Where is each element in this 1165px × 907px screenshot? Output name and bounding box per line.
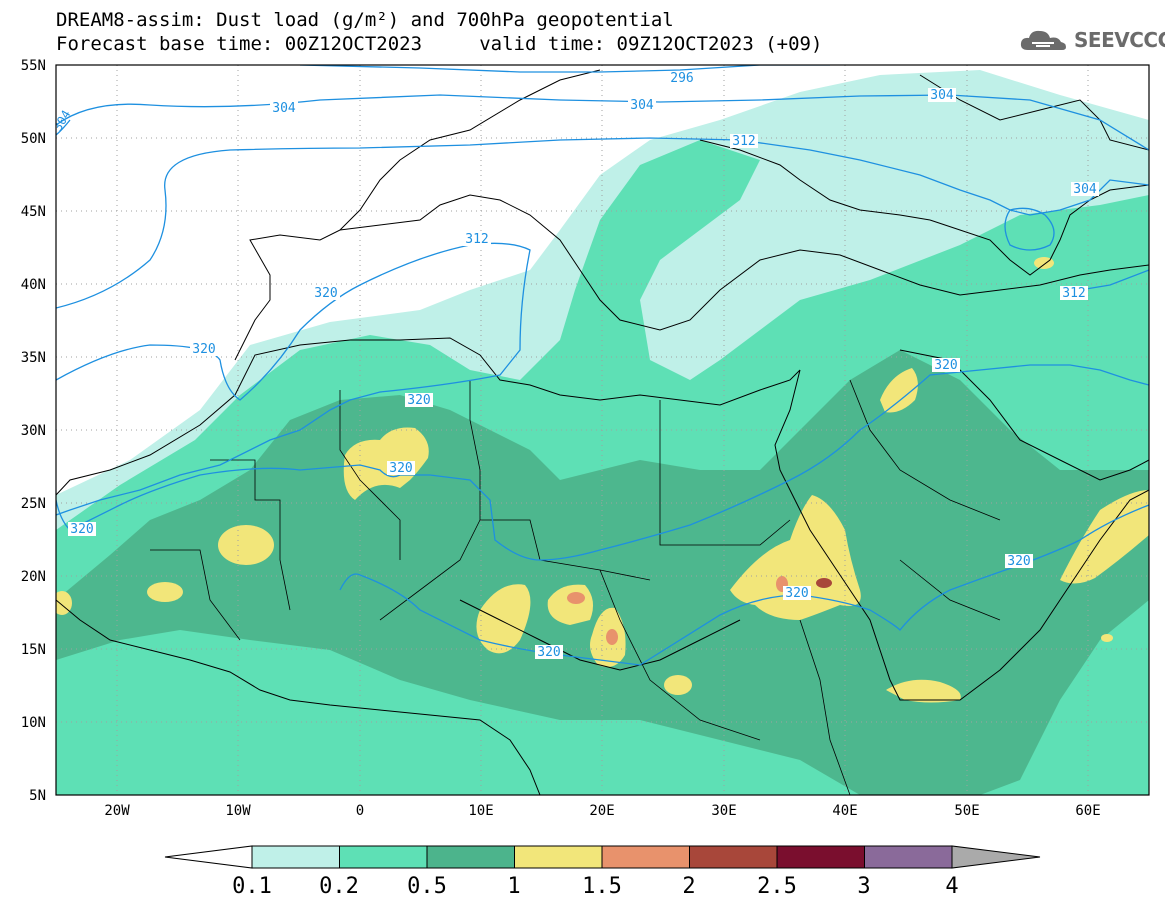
forecast-time-line: Forecast base time: 00Z12OCT2023 valid t… xyxy=(56,33,823,55)
colorbar-low-arrow xyxy=(164,845,253,869)
colorbar-labels: 0.1 0.2 0.5 1 1.5 2 2.5 3 4 xyxy=(232,874,959,899)
country-borders xyxy=(150,379,1001,795)
contour-label: 304 xyxy=(50,108,73,134)
colorbar-label: 1.5 xyxy=(582,874,622,899)
lat-tick-label: 30N xyxy=(21,423,46,439)
graticule xyxy=(56,65,1149,795)
lon-tick-label: 10E xyxy=(468,803,493,819)
contour-label: 312 xyxy=(465,232,488,247)
lat-tick-label: 15N xyxy=(21,642,46,658)
coastlines xyxy=(56,69,1149,795)
lon-tick-label: 20E xyxy=(589,803,614,819)
lon-tick-label: 30E xyxy=(711,803,736,819)
contour-label: 320 xyxy=(785,586,808,601)
dust-band-0.2 xyxy=(56,140,1149,795)
logo-text: SEEVCCC xyxy=(1074,28,1165,52)
colorbar-label: 1 xyxy=(507,874,520,899)
contour-label: 320 xyxy=(389,461,412,476)
dust-field: 296 304 304 304 304 304 312 312 312 320 … xyxy=(50,65,1149,795)
lon-tick-label: 60E xyxy=(1075,803,1100,819)
lat-tick-label: 20N xyxy=(21,569,46,585)
lat-tick-label: 25N xyxy=(21,496,46,512)
colorbar-high-arrow xyxy=(951,845,1041,869)
contour-labels: 296 304 304 304 304 304 312 312 312 320 … xyxy=(50,71,1099,660)
lat-tick-label: 40N xyxy=(21,277,46,293)
dust-band-1 xyxy=(56,257,1149,703)
colorbar-swatch xyxy=(339,845,428,869)
cloud-icon xyxy=(1020,30,1066,50)
colorbar-swatch xyxy=(689,845,778,869)
longitude-labels: 20W 10W 0 10E 20E 30E 40E 50E 60E xyxy=(104,803,1100,819)
colorbar xyxy=(164,845,1041,869)
dust-band-0.5 xyxy=(56,350,1149,795)
map-frame xyxy=(55,64,1150,796)
lon-tick-label: 0 xyxy=(356,803,364,819)
lat-tick-label: 10N xyxy=(21,715,46,731)
lat-tick-label: 50N xyxy=(21,131,46,147)
contour-label: 304 xyxy=(930,88,954,103)
contour-label: 320 xyxy=(314,286,337,301)
colorbar-label: 0.1 xyxy=(232,874,272,899)
contour-label: 304 xyxy=(272,101,296,116)
colorbar-label: 2 xyxy=(682,874,695,899)
lat-tick-label: 35N xyxy=(21,350,46,366)
lon-tick-label: 10W xyxy=(225,803,251,819)
dust-band-1.5 xyxy=(567,576,832,645)
dust-band-0.1 xyxy=(56,70,1149,795)
contour-label: 320 xyxy=(192,342,215,357)
colorbar-label: 3 xyxy=(857,874,870,899)
colorbar-swatch xyxy=(776,845,865,869)
colorbar-swatch xyxy=(601,845,690,869)
colorbar-swatch xyxy=(864,845,953,869)
contour-label: 312 xyxy=(732,134,755,149)
seevccc-logo: SEEVCCC xyxy=(1018,26,1165,54)
colorbar-swatch xyxy=(514,845,603,869)
colorbar-label: 4 xyxy=(945,874,958,899)
latitude-labels: 55N 50N 45N 40N 35N 30N 25N 20N 15N 10N … xyxy=(21,58,46,804)
contour-label: 320 xyxy=(407,393,430,408)
contour-label: 304 xyxy=(630,98,654,113)
contour-label: 296 xyxy=(670,71,693,86)
contour-label: 320 xyxy=(537,645,560,660)
colorbar-label: 0.2 xyxy=(319,874,359,899)
contour-label: 320 xyxy=(934,358,957,373)
lon-tick-label: 40E xyxy=(832,803,857,819)
colorbar-swatch xyxy=(251,845,340,869)
lat-tick-label: 5N xyxy=(29,788,46,804)
colorbar-label: 0.5 xyxy=(407,874,447,899)
contour-label: 320 xyxy=(1007,554,1030,569)
lon-tick-label: 20W xyxy=(104,803,130,819)
map-title: DREAM8-assim: Dust load (g/m²) and 700hP… xyxy=(56,9,674,31)
lon-tick-label: 50E xyxy=(954,803,979,819)
geopotential-contours xyxy=(56,65,1149,666)
contour-label: 312 xyxy=(1062,286,1085,301)
contour-label: 304 xyxy=(1073,182,1097,197)
colorbar-swatch xyxy=(426,845,515,869)
contour-label: 320 xyxy=(70,522,93,537)
colorbar-label: 2.5 xyxy=(757,874,797,899)
lat-tick-label: 45N xyxy=(21,204,46,220)
lat-tick-label: 55N xyxy=(21,58,46,74)
